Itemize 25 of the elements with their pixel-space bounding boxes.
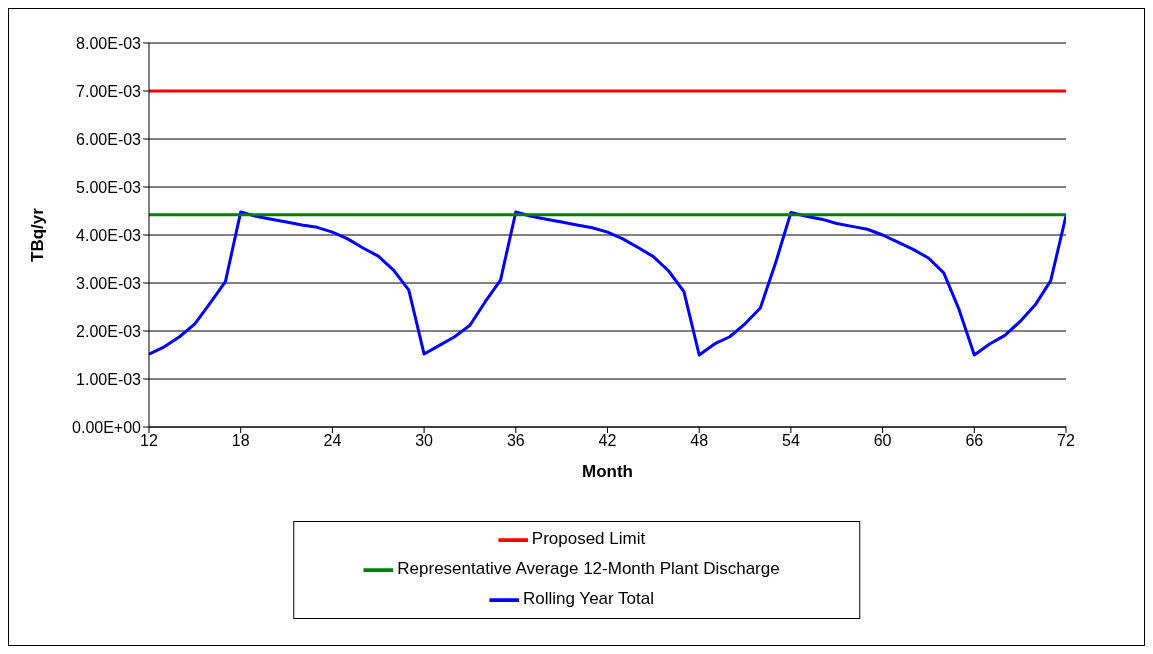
legend-label: Proposed Limit <box>531 529 646 549</box>
x-tick-label: 48 <box>690 432 709 450</box>
x-tick-label: 72 <box>1057 432 1075 450</box>
x-axis-title: Month <box>582 462 633 481</box>
x-tick-label: 54 <box>782 432 800 450</box>
x-tick-label: 36 <box>506 432 525 450</box>
x-tick-label: 24 <box>323 432 342 450</box>
x-tick-label: 42 <box>598 432 617 450</box>
y-tick-label: 8.00E-03 <box>76 34 142 52</box>
y-tick-label: 5.00E-03 <box>76 178 142 196</box>
x-tick-label: 18 <box>231 432 250 450</box>
x-tick-label: 60 <box>873 432 892 450</box>
y-axis-title: TBq/yr <box>28 207 48 262</box>
y-tick-label: 0.00E+00 <box>72 418 142 436</box>
y-tick-label: 2.00E-03 <box>76 322 142 340</box>
y-tick-label: 4.00E-03 <box>76 226 142 244</box>
y-tick-label: 3.00E-03 <box>76 274 142 292</box>
x-tick-label: 30 <box>415 432 434 450</box>
x-tick-label: 66 <box>965 432 984 450</box>
y-tick-label: 7.00E-03 <box>76 82 142 100</box>
x-tick-label: 12 <box>140 432 158 450</box>
y-tick-label: 1.00E-03 <box>76 370 142 388</box>
legend-label: Representative Average 12-Month Plant Discharge <box>397 559 780 579</box>
legend-label: Rolling Year Total <box>522 589 655 609</box>
y-tick-label: 6.00E-03 <box>76 130 142 148</box>
